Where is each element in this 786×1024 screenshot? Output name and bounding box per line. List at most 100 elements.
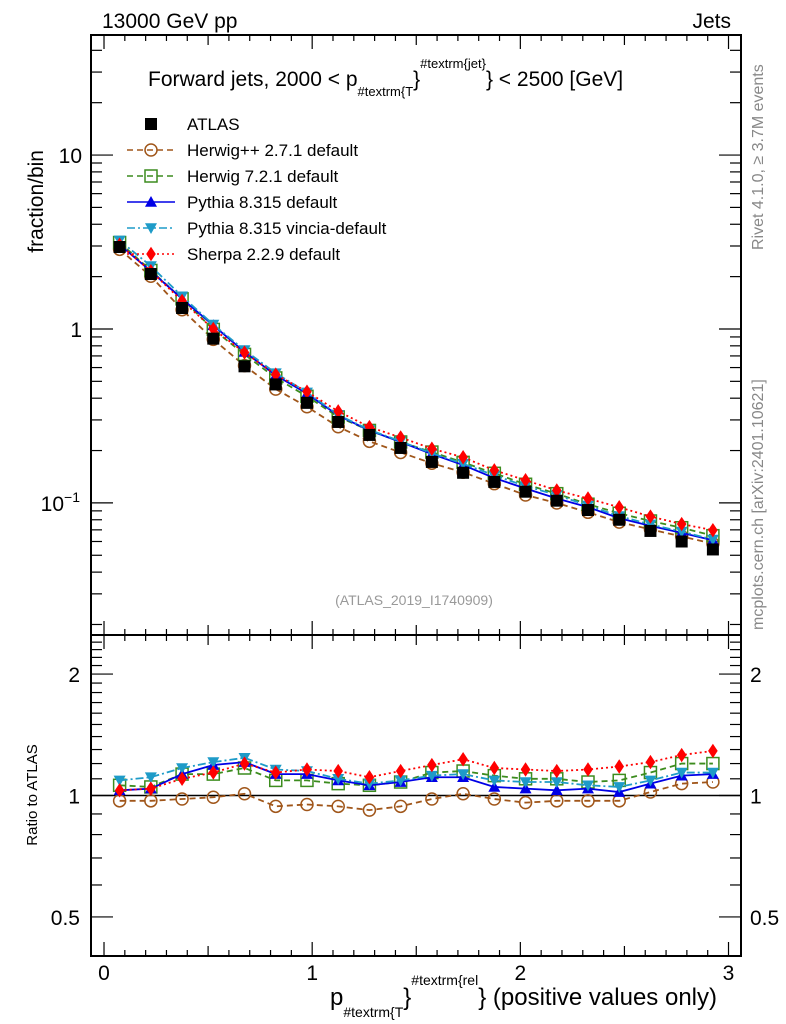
data-point — [676, 516, 687, 532]
data-point — [238, 360, 251, 373]
ratio-point — [144, 772, 157, 784]
ratio-point — [268, 799, 283, 814]
svg-text:Forward jets, 2000 < p#textrm{: Forward jets, 2000 < p#textrm{T}#textrm{… — [148, 56, 623, 99]
data-point — [583, 491, 593, 506]
legend: ATLAS Herwig++ 2.7.1 default Herwig 7.2.1 … — [127, 115, 387, 264]
data-point — [302, 384, 312, 399]
ratio-point — [645, 754, 656, 770]
xlabel-main: p — [330, 984, 343, 1011]
main-panel: 10−1 1 10 — [41, 34, 742, 636]
legend-label: Pythia 8.315 vincia-default — [187, 219, 387, 238]
ratio-point — [518, 795, 533, 810]
title-sup: #textrm{jet} — [420, 56, 486, 71]
legend-label: Pythia 8.315 default — [187, 193, 338, 212]
ratio-point — [176, 763, 189, 774]
ratio-point — [708, 743, 718, 759]
legend-label: Herwig++ 2.7.1 default — [187, 141, 358, 160]
series-line-5 — [119, 244, 714, 532]
data-point — [458, 450, 468, 465]
xlabel-sub: #textrm{T — [343, 1004, 403, 1020]
y-tick-label: 1 — [70, 319, 82, 342]
data-point — [300, 396, 313, 409]
data-point — [519, 485, 532, 498]
ratio-point — [520, 762, 531, 777]
ratio-point — [395, 763, 406, 779]
legend-marker — [146, 246, 156, 262]
ratio-point — [519, 777, 532, 789]
ratio-point — [331, 799, 345, 814]
ratio-point — [519, 782, 532, 794]
data-point — [333, 404, 343, 419]
data-point — [457, 466, 470, 479]
data-point — [581, 504, 594, 517]
legend-label: ATLAS — [187, 115, 240, 134]
ratio-point — [146, 781, 156, 796]
ratio-point — [425, 792, 439, 806]
ratio-y-tick-label: 1 — [68, 786, 80, 809]
title-sub: #textrm{T — [358, 84, 414, 99]
ratio-line-2 — [119, 761, 713, 793]
data-point — [207, 332, 220, 345]
ratio-line-3 — [119, 756, 713, 788]
legend-label: Sherpa 2.2.9 default — [187, 245, 340, 264]
ratio-point — [177, 771, 187, 787]
series-line-4 — [119, 239, 714, 541]
series-line-3 — [119, 244, 714, 542]
ratio-point — [113, 775, 126, 787]
analysis-tag: (ATLAS_2019_I1740909) — [335, 592, 493, 608]
x-tick-label: 2 — [514, 962, 526, 985]
ratio-point — [706, 767, 719, 779]
series-line-1 — [119, 248, 714, 545]
ratio-point — [362, 803, 377, 817]
ratio-point — [613, 782, 626, 793]
xlabel-sup: #textrm{rel — [411, 972, 478, 988]
ratio-point — [394, 775, 407, 787]
data-point — [520, 473, 531, 488]
ratio-point — [581, 780, 594, 792]
data-point — [614, 500, 625, 515]
data-point — [551, 483, 562, 498]
x-tick-label: 1 — [306, 962, 318, 985]
ratio-point — [237, 787, 252, 801]
data-point — [427, 441, 437, 456]
ratio-point — [393, 799, 408, 814]
ratio-point — [675, 767, 688, 779]
data-point — [394, 441, 407, 454]
ratio-point — [425, 770, 438, 782]
ratio-point — [614, 759, 625, 774]
header-left: 13000 GeV pp — [102, 10, 237, 33]
ratio-point — [458, 752, 468, 767]
data-point — [425, 455, 438, 468]
ratio-point — [364, 770, 375, 785]
mcplots-label: mcplots.cern.ch [arXiv:2401.10621] — [750, 379, 767, 630]
title-pre: Forward jets, 2000 < p — [148, 68, 358, 91]
data-point — [269, 378, 282, 391]
ratio-point — [487, 792, 502, 806]
data-point — [208, 321, 219, 337]
main-title: Forward jets, 2000 < p#textrm{T}#textrm{… — [148, 56, 623, 99]
legend-marker — [145, 118, 157, 130]
rivet-label: Rivet 4.1.0, ≥ 3.7M events — [750, 64, 767, 250]
ratio-point — [583, 762, 593, 777]
data-point — [675, 535, 688, 548]
ratio-point — [676, 747, 687, 763]
x-axis-label: p#textrm{T}#textrm{rel} (positive values… — [330, 972, 717, 1020]
ratio-point — [332, 774, 345, 785]
ratio-y-tick-label-right: 0.5 — [750, 907, 779, 930]
ratio-point — [488, 775, 501, 787]
legend-marker — [144, 169, 158, 183]
ratio-point — [207, 757, 220, 769]
ratio-point — [302, 762, 312, 777]
ratio-point — [550, 784, 563, 796]
ratio-point — [270, 765, 281, 780]
ratio-point — [550, 777, 563, 789]
legend-marker — [145, 223, 157, 234]
header-right: Jets — [692, 10, 731, 33]
ratio-y-axis-label: Ratio to ATLAS — [24, 744, 41, 845]
data-point — [363, 428, 376, 441]
ratio-point — [206, 790, 221, 805]
y-axis-label: fraction/bin — [25, 150, 48, 253]
data-point — [176, 302, 189, 315]
data-point — [113, 241, 126, 254]
